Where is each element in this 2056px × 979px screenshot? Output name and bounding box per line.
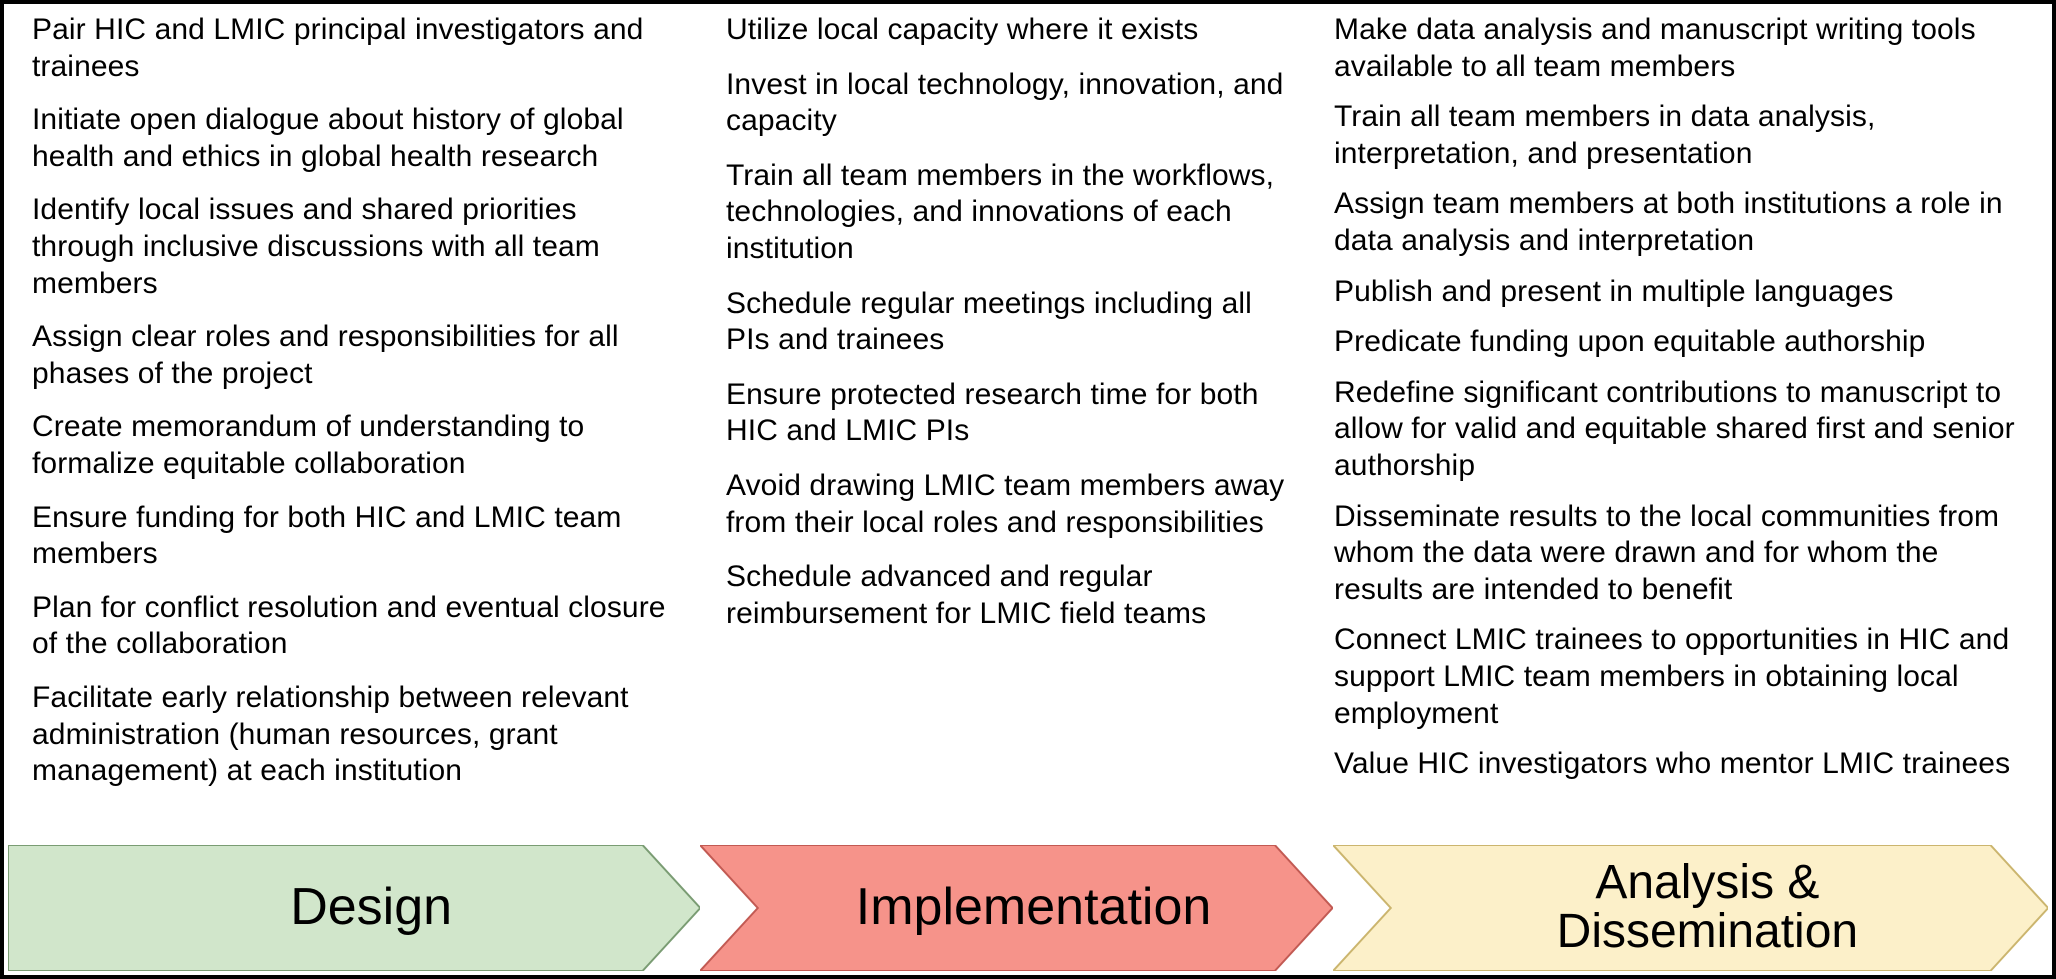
list-item: Invest in local technology, innovation, … [726,67,1294,140]
diagram-frame: Pair HIC and LMIC principal investigator… [0,0,2056,979]
list-item: Ensure protected research time for both … [726,377,1294,450]
list-item: Utilize local capacity where it exists [726,12,1294,49]
list-item: Value HIC investigators who mentor LMIC … [1334,746,2030,783]
phase-arrow-label: Design [256,881,452,934]
list-item: Create memorandum of understanding to fo… [32,409,686,482]
arrow-row: Design Implementation Analysis &Disseminat… [8,845,2048,971]
phase-arrow-implementation: Implementation [700,845,1333,971]
phase-arrow-design: Design [8,845,700,971]
phase-arrow-label: Implementation [822,881,1212,934]
list-item: Redefine significant contributions to ma… [1334,375,2030,485]
column-analysis: Make data analysis and manuscript writin… [1312,12,2052,849]
phase-arrow-analysis: Analysis &Dissemination [1333,845,2048,971]
list-item: Predicate funding upon equitable authors… [1334,324,2030,361]
list-item: Train all team members in data analysis,… [1334,99,2030,172]
list-item: Initiate open dialogue about history of … [32,102,686,175]
list-item: Assign team members at both institutions… [1334,186,2030,259]
list-item: Pair HIC and LMIC principal investigator… [32,12,686,85]
list-item: Schedule advanced and regular reimbursem… [726,559,1294,632]
list-item: Disseminate results to the local communi… [1334,499,2030,609]
list-item: Ensure funding for both HIC and LMIC tea… [32,500,686,573]
column-implementation: Utilize local capacity where it exists In… [704,12,1312,849]
list-item: Facilitate early relationship between re… [32,680,686,790]
columns-region: Pair HIC and LMIC principal investigator… [4,4,2052,849]
list-item: Schedule regular meetings including all … [726,286,1294,359]
list-item: Plan for conflict resolution and eventua… [32,590,686,663]
phase-arrow-label: Analysis &Dissemination [1523,859,1858,957]
list-item: Identify local issues and shared priorit… [32,192,686,302]
list-item: Assign clear roles and responsibilities … [32,319,686,392]
list-item: Avoid drawing LMIC team members away fro… [726,468,1294,541]
list-item: Make data analysis and manuscript writin… [1334,12,2030,85]
list-item: Train all team members in the workflows,… [726,158,1294,268]
list-item: Connect LMIC trainees to opportunities i… [1334,622,2030,732]
column-design: Pair HIC and LMIC principal investigator… [4,12,704,849]
list-item: Publish and present in multiple language… [1334,274,2030,311]
